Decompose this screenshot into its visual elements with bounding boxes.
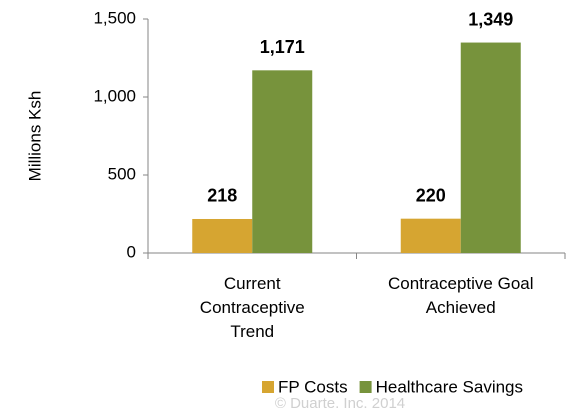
x-tick-label: Contraceptive Goal Achieved [387,274,534,317]
data-label: 218 [207,186,237,206]
legend-swatch [262,381,274,393]
x-tick-label: Current Contraceptive Trend [199,274,305,341]
legend-swatch [359,381,372,393]
y-tick-label: 500 [108,164,136,183]
bar [460,42,521,253]
data-label: 1,349 [468,9,513,29]
bar [192,218,253,253]
legend-label: Healthcare Savings [376,377,523,396]
bar [400,218,461,253]
data-label: 220 [416,185,446,205]
y-axis-label: Millions Ksh [25,91,44,182]
legend-label: FP Costs [278,377,348,396]
y-tick-label: 1,500 [93,8,136,27]
bar [252,70,313,253]
data-label: 1,171 [260,37,305,57]
watermark: © Duarte, Inc. 2014 [275,395,405,408]
y-tick-label: 0 [127,242,136,261]
y-tick-label: 1,000 [93,86,136,105]
